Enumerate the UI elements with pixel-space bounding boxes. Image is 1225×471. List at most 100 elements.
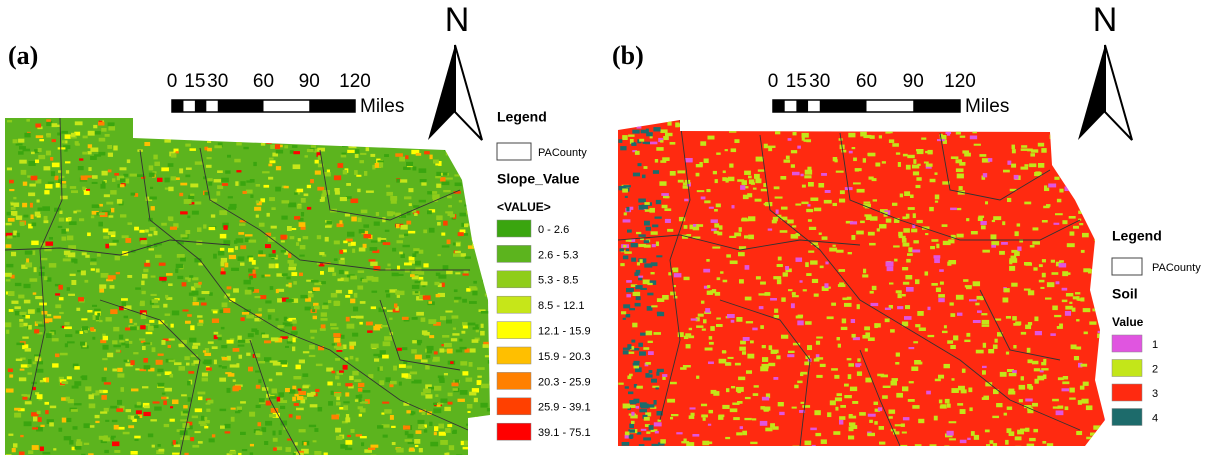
map-cell bbox=[849, 416, 857, 419]
map-cell bbox=[143, 412, 150, 416]
map-cell bbox=[55, 304, 61, 308]
legend-title: Legend bbox=[497, 109, 547, 125]
map-cell bbox=[346, 317, 350, 322]
map-cell bbox=[725, 149, 728, 151]
map-cell bbox=[109, 243, 116, 246]
map-cell bbox=[1052, 306, 1058, 311]
map-cell bbox=[378, 238, 382, 241]
map-cell bbox=[408, 231, 415, 234]
map-cell bbox=[935, 379, 941, 382]
map-cell bbox=[168, 283, 172, 286]
map-cell bbox=[645, 362, 651, 365]
legend-swatch bbox=[497, 347, 531, 364]
legend-swatch bbox=[497, 322, 531, 339]
map-cell bbox=[638, 276, 643, 278]
map-cell bbox=[276, 135, 279, 138]
map-cell bbox=[385, 131, 391, 134]
map-cell bbox=[1033, 429, 1038, 432]
map-cell bbox=[58, 226, 62, 228]
map-cell bbox=[46, 119, 51, 122]
map-cell bbox=[856, 231, 864, 235]
map-cell bbox=[402, 347, 407, 350]
map-cell bbox=[289, 389, 295, 393]
map-cell bbox=[981, 225, 986, 229]
map-cell bbox=[264, 185, 270, 188]
map-cell bbox=[693, 227, 699, 231]
map-cell bbox=[125, 328, 131, 331]
map-cell bbox=[406, 366, 412, 369]
map-cell bbox=[1006, 352, 1009, 355]
map-cell bbox=[298, 238, 301, 241]
map-cell bbox=[322, 305, 328, 309]
map-cell bbox=[460, 158, 465, 162]
map-cell bbox=[15, 283, 21, 286]
map-cell bbox=[31, 215, 34, 220]
map-cell bbox=[1029, 386, 1033, 390]
map-cell bbox=[739, 347, 746, 351]
map-cell bbox=[418, 271, 424, 275]
map-cell bbox=[84, 443, 89, 445]
map-cell bbox=[292, 347, 295, 352]
map-cell bbox=[309, 345, 315, 350]
map-cell bbox=[862, 274, 868, 277]
map-cell bbox=[240, 432, 246, 435]
map-cell bbox=[701, 415, 708, 418]
legend-label: 12.1 - 15.9 bbox=[538, 326, 591, 338]
map-cell bbox=[77, 439, 81, 442]
map-cell bbox=[1095, 148, 1099, 152]
map-cell bbox=[715, 179, 718, 183]
map-cell bbox=[114, 173, 119, 176]
map-cell bbox=[651, 262, 658, 266]
map-cell bbox=[345, 417, 350, 422]
map-cell bbox=[627, 376, 631, 379]
map-cell bbox=[836, 250, 843, 253]
map-cell bbox=[636, 296, 641, 300]
map-cell bbox=[256, 385, 261, 389]
map-cell bbox=[449, 151, 456, 155]
map-cell bbox=[331, 391, 334, 395]
map-cell bbox=[833, 203, 837, 206]
map-cell bbox=[983, 343, 986, 348]
map-cell bbox=[238, 345, 245, 347]
map-cell bbox=[334, 301, 341, 306]
map-cell bbox=[134, 436, 140, 439]
map-cell bbox=[301, 132, 306, 136]
map-cell bbox=[656, 200, 661, 204]
map-cell bbox=[748, 176, 752, 179]
map-cell bbox=[638, 199, 646, 203]
map-cell bbox=[129, 341, 132, 344]
map-cell bbox=[1103, 185, 1111, 187]
map-cell bbox=[953, 335, 958, 340]
map-cell bbox=[66, 397, 70, 402]
map-cell bbox=[893, 245, 900, 247]
map-cell bbox=[474, 146, 478, 148]
scale-tick-label: 15 bbox=[786, 71, 807, 92]
map-cell bbox=[78, 166, 84, 170]
map-cell bbox=[446, 151, 450, 156]
map-cell bbox=[183, 405, 188, 408]
map-cell bbox=[188, 371, 194, 374]
map-cell bbox=[294, 192, 298, 194]
map-cell bbox=[1029, 438, 1036, 441]
map-cell bbox=[654, 400, 657, 405]
map-cell bbox=[49, 263, 56, 267]
map-cell bbox=[793, 132, 797, 135]
map-cell bbox=[915, 444, 922, 449]
map-cell bbox=[995, 319, 1001, 321]
map-cell bbox=[192, 416, 198, 419]
map-cell bbox=[900, 445, 907, 449]
map-cell bbox=[317, 187, 324, 191]
map-cell bbox=[905, 275, 912, 279]
map-cell bbox=[475, 417, 481, 419]
map-cell bbox=[433, 160, 439, 164]
scale-bar-segment bbox=[796, 100, 808, 112]
map-cell bbox=[797, 146, 801, 149]
map-cell bbox=[230, 364, 238, 367]
map-cell bbox=[902, 238, 907, 243]
map-cell bbox=[152, 347, 156, 352]
map-cell bbox=[176, 264, 183, 268]
map-cell bbox=[325, 225, 332, 227]
map-cell bbox=[373, 354, 381, 356]
map-cell bbox=[633, 363, 640, 366]
map-cell bbox=[415, 355, 422, 360]
